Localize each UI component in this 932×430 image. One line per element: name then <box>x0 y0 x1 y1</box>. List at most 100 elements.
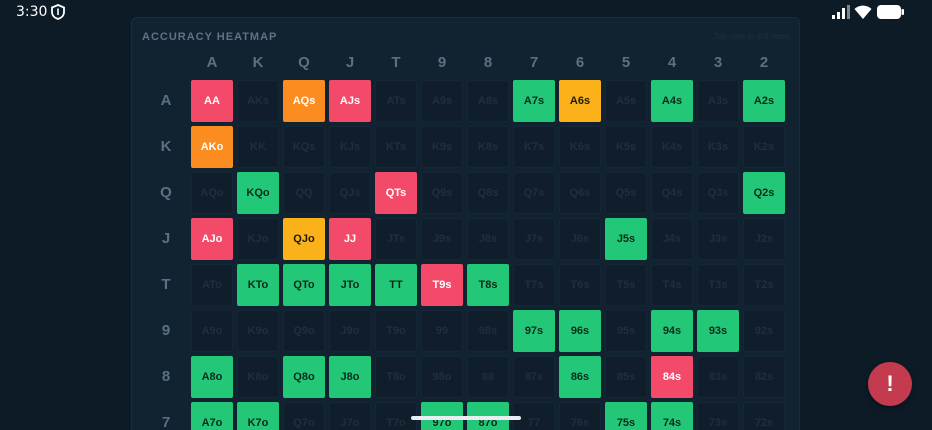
heatmap-cell[interactable]: A4s <box>651 80 693 122</box>
heatmap-cell[interactable]: JJ <box>329 218 371 260</box>
heatmap-cell[interactable]: T7s <box>513 264 555 306</box>
heatmap-cell[interactable]: T5s <box>605 264 647 306</box>
heatmap-cell[interactable]: 87s <box>513 356 555 398</box>
heatmap-cell[interactable]: KTo <box>237 264 279 306</box>
heatmap-cell[interactable]: 93s <box>697 310 739 352</box>
heatmap-cell[interactable]: KTs <box>375 126 417 168</box>
heatmap-cell[interactable]: T9o <box>375 310 417 352</box>
heatmap-cell[interactable]: 74s <box>651 402 693 430</box>
heatmap-cell[interactable]: A7o <box>191 402 233 430</box>
heatmap-cell[interactable]: 72s <box>743 402 785 430</box>
heatmap-cell[interactable]: T8o <box>375 356 417 398</box>
heatmap-cell[interactable]: Q3s <box>697 172 739 214</box>
heatmap-cell[interactable]: 75s <box>605 402 647 430</box>
heatmap-cell[interactable]: Q8s <box>467 172 509 214</box>
heatmap-cell[interactable]: A2s <box>743 80 785 122</box>
heatmap-cell[interactable]: 83s <box>697 356 739 398</box>
heatmap-cell[interactable]: J3s <box>697 218 739 260</box>
heatmap-cell[interactable]: 86s <box>559 356 601 398</box>
heatmap-cell[interactable]: J8o <box>329 356 371 398</box>
heatmap-cell[interactable]: J5s <box>605 218 647 260</box>
heatmap-cell[interactable]: Q6s <box>559 172 601 214</box>
heatmap-cell[interactable]: T6s <box>559 264 601 306</box>
heatmap-cell[interactable]: Q7s <box>513 172 555 214</box>
heatmap-cell[interactable]: AQs <box>283 80 325 122</box>
heatmap-cell[interactable]: T8s <box>467 264 509 306</box>
heatmap-cell[interactable]: T3s <box>697 264 739 306</box>
heatmap-cell[interactable]: KJo <box>237 218 279 260</box>
heatmap-cell[interactable]: Q2s <box>743 172 785 214</box>
heatmap-cell[interactable]: QJo <box>283 218 325 260</box>
heatmap-cell[interactable]: 73s <box>697 402 739 430</box>
heatmap-cell[interactable]: AKo <box>191 126 233 168</box>
heatmap-cell[interactable]: 97s <box>513 310 555 352</box>
heatmap-cell[interactable]: AJo <box>191 218 233 260</box>
heatmap-cell[interactable]: K6s <box>559 126 601 168</box>
heatmap-cell[interactable]: J9s <box>421 218 463 260</box>
heatmap-cell[interactable]: J7s <box>513 218 555 260</box>
heatmap-cell[interactable]: JTs <box>375 218 417 260</box>
heatmap-cell[interactable]: 94s <box>651 310 693 352</box>
heatmap-cell[interactable]: A6s <box>559 80 601 122</box>
heatmap-cell[interactable]: AA <box>191 80 233 122</box>
heatmap-cell[interactable]: JTo <box>329 264 371 306</box>
heatmap-cell[interactable]: K9o <box>237 310 279 352</box>
heatmap-cell[interactable]: ATs <box>375 80 417 122</box>
heatmap-cell[interactable]: QTs <box>375 172 417 214</box>
heatmap-cell[interactable]: A9s <box>421 80 463 122</box>
heatmap-cell[interactable]: J4s <box>651 218 693 260</box>
heatmap-cell[interactable]: AJs <box>329 80 371 122</box>
heatmap-cell[interactable]: K8o <box>237 356 279 398</box>
heatmap-cell[interactable]: QQ <box>283 172 325 214</box>
heatmap-cell[interactable]: T7o <box>375 402 417 430</box>
heatmap-cell[interactable]: 96s <box>559 310 601 352</box>
heatmap-cell[interactable]: K4s <box>651 126 693 168</box>
heatmap-cell[interactable]: 98o <box>421 356 463 398</box>
heatmap-cell[interactable]: QJs <box>329 172 371 214</box>
heatmap-cell[interactable]: K3s <box>697 126 739 168</box>
heatmap-cell[interactable]: A3s <box>697 80 739 122</box>
alert-button[interactable]: ! <box>868 362 912 406</box>
heatmap-cell[interactable]: A5s <box>605 80 647 122</box>
heatmap-cell[interactable]: A8o <box>191 356 233 398</box>
heatmap-cell[interactable]: J2s <box>743 218 785 260</box>
heatmap-cell[interactable]: Q5s <box>605 172 647 214</box>
heatmap-cell[interactable]: KK <box>237 126 279 168</box>
heatmap-cell[interactable]: Q7o <box>283 402 325 430</box>
heatmap-cell[interactable]: A7s <box>513 80 555 122</box>
heatmap-cell[interactable]: Q8o <box>283 356 325 398</box>
heatmap-cell[interactable]: 92s <box>743 310 785 352</box>
heatmap-cell[interactable]: T2s <box>743 264 785 306</box>
heatmap-cell[interactable]: A8s <box>467 80 509 122</box>
heatmap-cell[interactable]: 88 <box>467 356 509 398</box>
heatmap-cell[interactable]: TT <box>375 264 417 306</box>
heatmap-cell[interactable]: QTo <box>283 264 325 306</box>
heatmap-cell[interactable]: 76s <box>559 402 601 430</box>
heatmap-cell[interactable]: T9s <box>421 264 463 306</box>
heatmap-cell[interactable]: A9o <box>191 310 233 352</box>
heatmap-cell[interactable]: 95s <box>605 310 647 352</box>
heatmap-cell[interactable]: J9o <box>329 310 371 352</box>
heatmap-cell[interactable]: 84s <box>651 356 693 398</box>
heatmap-cell[interactable]: KJs <box>329 126 371 168</box>
heatmap-cell[interactable]: K7s <box>513 126 555 168</box>
heatmap-cell[interactable]: K5s <box>605 126 647 168</box>
heatmap-cell[interactable]: Q4s <box>651 172 693 214</box>
heatmap-cell[interactable]: K9s <box>421 126 463 168</box>
heatmap-cell[interactable]: K2s <box>743 126 785 168</box>
heatmap-cell[interactable]: T4s <box>651 264 693 306</box>
heatmap-cell[interactable]: J8s <box>467 218 509 260</box>
heatmap-cell[interactable]: K8s <box>467 126 509 168</box>
heatmap-cell[interactable]: ATo <box>191 264 233 306</box>
home-indicator[interactable] <box>411 416 521 420</box>
heatmap-cell[interactable]: Q9o <box>283 310 325 352</box>
heatmap-cell[interactable]: 85s <box>605 356 647 398</box>
heatmap-cell[interactable]: AQo <box>191 172 233 214</box>
heatmap-cell[interactable]: AKs <box>237 80 279 122</box>
heatmap-cell[interactable]: KQs <box>283 126 325 168</box>
heatmap-cell[interactable]: 98s <box>467 310 509 352</box>
heatmap-cell[interactable]: Q9s <box>421 172 463 214</box>
heatmap-cell[interactable]: K7o <box>237 402 279 430</box>
heatmap-cell[interactable]: J6s <box>559 218 601 260</box>
heatmap-cell[interactable]: J7o <box>329 402 371 430</box>
